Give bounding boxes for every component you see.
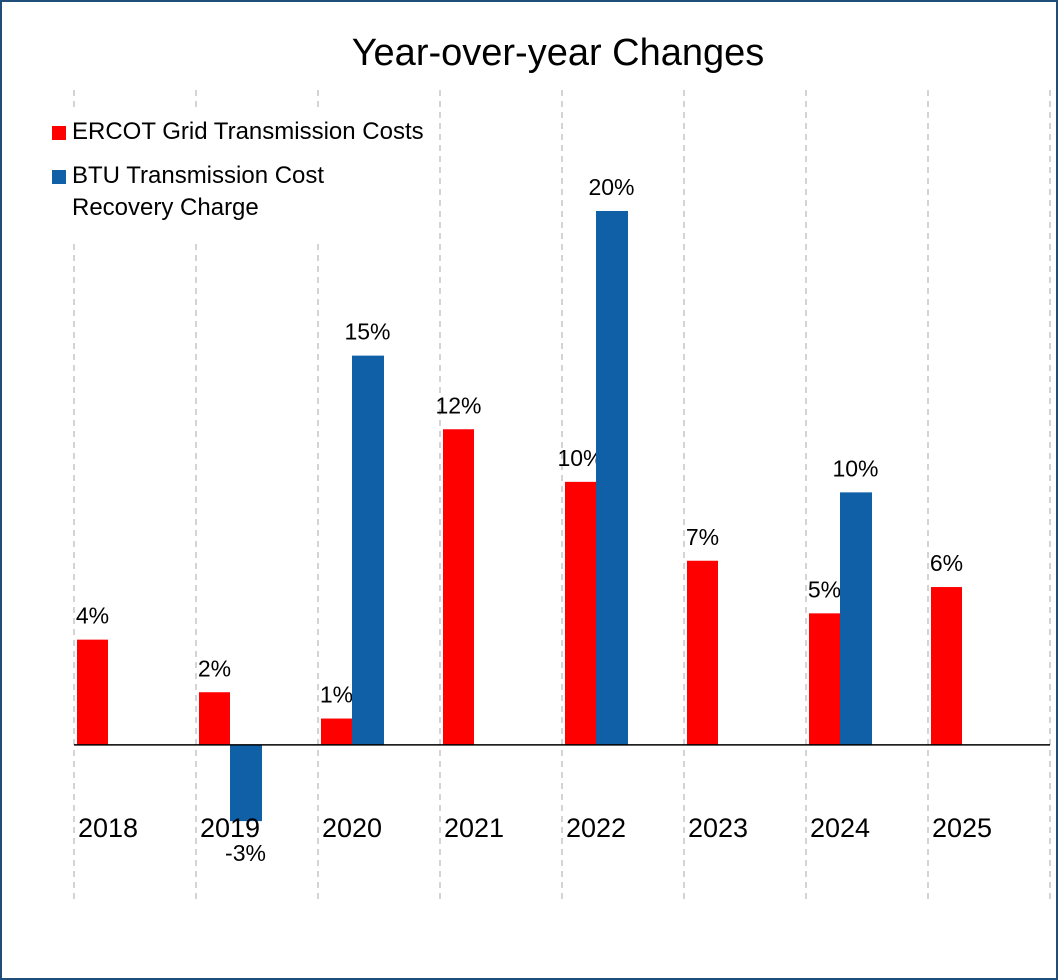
legend-swatch [52,170,66,184]
x-tick-label: 2018 [78,813,138,843]
bar [809,613,840,745]
data-label: 5% [808,576,841,602]
bar [230,744,262,822]
bar [565,481,596,745]
x-tick-label: 2021 [444,813,504,843]
data-label: 1% [320,682,353,708]
bar [77,639,108,745]
bar [596,210,628,745]
bar [443,429,474,745]
bar [931,587,962,745]
x-tick-label: 2023 [688,813,748,843]
data-label: 7% [686,524,719,550]
data-label: 10% [557,445,603,471]
bar [687,560,718,745]
bar [352,355,384,745]
legend-label: ERCOT Grid Transmission Costs [72,118,424,145]
bar [321,718,352,745]
data-label: 15% [344,319,390,345]
x-tick-label: 2019 [200,813,260,843]
data-label: 10% [832,455,878,481]
x-tick-label: 2024 [810,813,870,843]
bar [840,492,872,745]
legend-item: BTU Transmission Cost Recovery Charge [50,160,430,224]
bar [199,692,230,745]
data-label: 12% [435,392,481,418]
x-tick-label: 2022 [566,813,626,843]
legend: ERCOT Grid Transmission Costs BTU Transmi… [50,112,430,240]
legend-swatch [52,126,66,140]
data-label: 6% [930,550,963,576]
data-label: -3% [225,840,266,866]
legend-item: ERCOT Grid Transmission Costs [50,116,430,148]
data-label: 20% [588,174,634,200]
x-tick-label: 2020 [322,813,382,843]
x-tick-label: 2025 [932,813,992,843]
legend-label: BTU Transmission Cost Recovery Charge [72,162,325,221]
chart-title: Year-over-year Changes [352,32,765,74]
data-label: 4% [76,603,109,629]
data-label: 2% [198,655,231,681]
